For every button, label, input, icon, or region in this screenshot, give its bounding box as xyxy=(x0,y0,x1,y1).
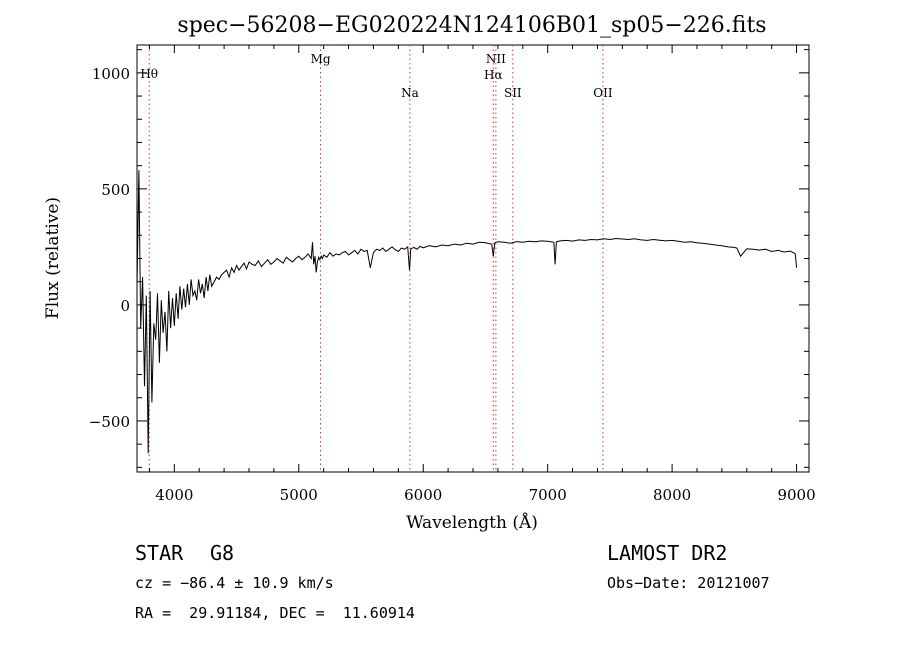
plot-frame xyxy=(136,44,810,473)
y-axis-label: Flux (relative) xyxy=(43,197,63,319)
y-tick-label: 1000 xyxy=(92,65,130,83)
marker-label: SII xyxy=(504,86,522,100)
chart-title: spec−56208−EG020224N124106B01_sp05−226.f… xyxy=(177,13,766,38)
x-tick-label: 5000 xyxy=(280,486,318,504)
y-tick-label: −500 xyxy=(89,413,130,431)
marker-label: Na xyxy=(401,86,419,100)
spectrum-series xyxy=(136,170,798,454)
x-tick-label: 6000 xyxy=(404,486,442,504)
marker-label: OII xyxy=(593,86,613,100)
redshift-value: cz = −86.4 ± 10.9 km/s xyxy=(135,574,334,592)
survey-name: LAMOST DR2 xyxy=(607,541,728,565)
y-tick-label: 0 xyxy=(120,297,130,315)
marker-label: NII xyxy=(486,52,506,66)
marker-label: Mg xyxy=(311,52,331,66)
marker-label: Hα xyxy=(484,68,503,82)
marker-label: Hθ xyxy=(140,67,158,81)
sky-coordinates: RA = 29.91184, DEC = 11.60914 xyxy=(135,604,415,622)
observation-date: Obs−Date: 20121007 xyxy=(607,574,770,592)
x-tick-label: 9000 xyxy=(777,486,815,504)
object-class: STAR xyxy=(135,541,184,565)
spectrum-line xyxy=(136,170,798,454)
spectrum-chart: spec−56208−EG020224N124106B01_sp05−226.f… xyxy=(43,13,816,533)
x-tick-label: 7000 xyxy=(529,486,567,504)
x-tick-label: 8000 xyxy=(653,486,691,504)
y-tick-label: 500 xyxy=(101,181,130,199)
x-axis-label: Wavelength (Å) xyxy=(406,512,538,533)
x-tick-label: 4000 xyxy=(155,486,193,504)
axes: 4000 5000 6000 7000 8000 9000 −500 0 500 1000 xyxy=(89,45,816,504)
object-subclass: G8 xyxy=(210,541,235,565)
